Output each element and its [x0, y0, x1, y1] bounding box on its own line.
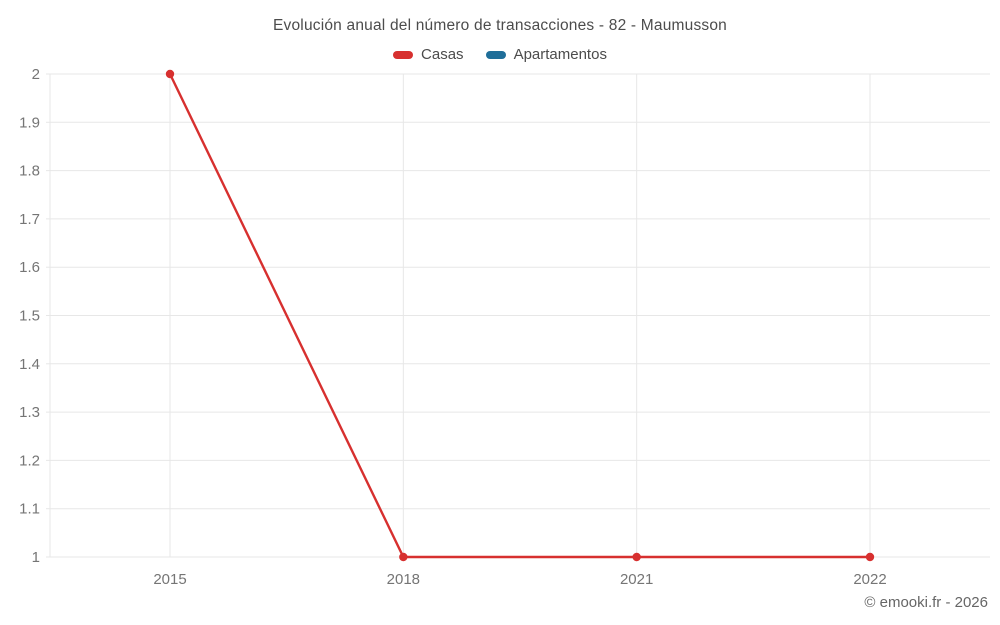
- credit-text: © emooki.fr - 2026: [864, 594, 988, 611]
- chart-title: Evolución anual del número de transaccio…: [273, 17, 727, 34]
- y-tick-label: 1.9: [19, 114, 40, 131]
- y-tick-label: 1.4: [19, 356, 40, 373]
- y-tick-label: 1.5: [19, 308, 40, 325]
- x-tick-label: 2015: [153, 571, 186, 588]
- y-tick-label: 1.7: [19, 211, 40, 228]
- data-point[interactable]: [865, 552, 875, 562]
- chart-legend: Casas Apartamentos: [0, 46, 1000, 63]
- data-point[interactable]: [399, 552, 408, 562]
- legend-swatch-icon: [485, 50, 506, 59]
- legend-item-casas[interactable]: Casas: [393, 46, 464, 63]
- legend-label: Apartamentos: [513, 46, 607, 63]
- x-tick-label: 2018: [387, 571, 420, 588]
- legend-swatch-icon: [393, 50, 414, 59]
- y-tick-label: 1.6: [19, 259, 40, 276]
- series-line-casas: [168, 73, 870, 559]
- x-tick-label: 2021: [620, 571, 653, 588]
- legend-item-apartamentos[interactable]: Apartamentos: [485, 46, 607, 63]
- y-tick-label: 1.8: [19, 163, 40, 180]
- y-tick-label: 1: [32, 549, 40, 566]
- y-tick-label: 1.1: [19, 501, 40, 518]
- data-point[interactable]: [632, 552, 641, 562]
- y-tick-label: 1.3: [19, 404, 40, 421]
- y-tick-label: 1.2: [19, 452, 40, 469]
- legend-label: Casas: [421, 46, 464, 63]
- x-tick-label: 2022: [853, 571, 886, 588]
- y-tick-label: 2: [32, 66, 40, 83]
- data-point[interactable]: [165, 69, 175, 79]
